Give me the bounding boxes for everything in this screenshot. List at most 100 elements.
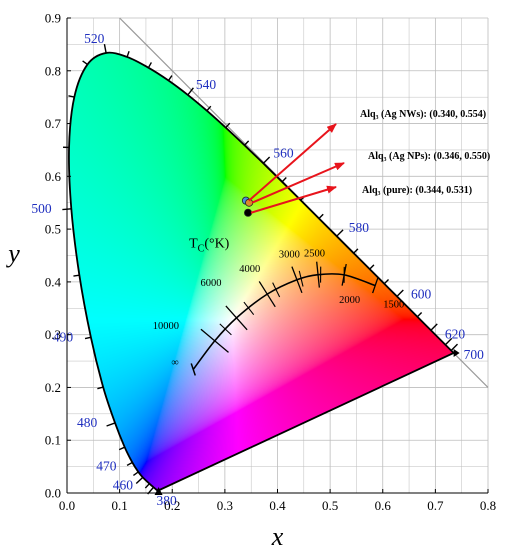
wavelength-labels: 380 460 470 480 490 500 520 540 560 580 600 620 700 [31, 31, 484, 508]
wavelength-tick [167, 75, 173, 81]
wavelength-tick [430, 323, 438, 331]
wavelength-label: 500 [31, 201, 52, 216]
y-axis-label: y [5, 239, 20, 268]
y-tick-label: 0.5 [45, 222, 61, 237]
planckian-title: TC(°K) [189, 237, 230, 255]
x-tick-label: 0.1 [112, 498, 128, 513]
cct-label: 10000 [153, 321, 179, 332]
y-tick-label: 0.4 [45, 274, 62, 289]
wavelength-tick [82, 60, 88, 66]
y-tick-label: 0.2 [45, 380, 61, 395]
data-point [244, 208, 253, 217]
wavelength-tick [383, 279, 390, 285]
y-tick-label: 0.9 [45, 11, 61, 26]
wavelength-tick [126, 461, 133, 467]
wavelength-tick [353, 248, 359, 254]
isotherm-line [291, 266, 303, 294]
x-tick-label: 0.0 [59, 498, 75, 513]
annotations: Alq₃ (Ag NWs): (0.340, 0.554) Alq₃ (Ag NP… [248, 109, 490, 214]
cct-label: 6000 [201, 278, 222, 289]
x-tick-label: 0.3 [217, 498, 233, 513]
annotation-arrow [248, 123, 337, 202]
y-tick-label: 0.1 [45, 433, 61, 448]
wavelength-tick [73, 274, 80, 277]
wavelength-ticks [62, 43, 459, 495]
wavelength-label: 620 [445, 326, 466, 341]
x-tick-label: 0.2 [164, 498, 180, 513]
isotherm-minor [272, 282, 281, 298]
wavelength-label: 470 [96, 458, 117, 473]
planckian-locus: 1500 2000 2500 3000 4000 6000 10000 ∞ TC(°K) [153, 237, 404, 376]
wavelength-tick [187, 87, 194, 96]
isotherm-minor [243, 301, 255, 316]
wavelength-tick [262, 156, 271, 164]
wavelength-label: 480 [77, 415, 98, 430]
cct-label: 3000 [279, 250, 300, 261]
y-tick-label: 0.8 [45, 63, 61, 78]
isotherm-minor [219, 323, 232, 336]
wavelength-tick [225, 122, 231, 129]
locus-end-marker-700 [453, 348, 460, 357]
wavelength-tick [144, 483, 150, 489]
y-tick-label: 0.7 [45, 116, 62, 131]
isotherm-line [258, 281, 276, 308]
wavelength-tick [243, 140, 250, 146]
wavelength-tick [68, 95, 75, 98]
x-tick-label: 0.8 [480, 498, 496, 513]
wavelength-tick [126, 51, 130, 58]
wavelength-label: 380 [156, 493, 177, 508]
infinity-cap [190, 363, 196, 376]
axes: 0.0 0.1 0.2 0.3 0.4 0.5 0.6 0.7 0.8 0.0 0.1 0.2 0.3 0… [5, 11, 496, 550]
wavelength-tick [336, 229, 344, 237]
wavelength-label: 520 [84, 31, 105, 46]
wavelength-label: 580 [349, 220, 370, 235]
wavelength-tick [103, 43, 107, 54]
wavelength-label: 560 [273, 145, 294, 160]
wavelength-tick [281, 177, 287, 183]
wavelength-tick [147, 62, 152, 69]
wavelength-label: 540 [196, 77, 217, 92]
isotherm-line [372, 277, 379, 294]
wavelength-tick [118, 446, 125, 451]
wavelength-label: 700 [464, 347, 485, 362]
cct-label: ∞ [171, 357, 179, 368]
x-axis-label: x [271, 522, 284, 550]
annotation-label: Alq₃ (Ag NWs): (0.340, 0.554) [360, 109, 486, 120]
cct-label: 4000 [239, 264, 260, 275]
wavelength-tick [133, 471, 139, 476]
isotherm-line [316, 261, 320, 288]
x-tick-label: 0.6 [375, 498, 392, 513]
wavelength-tick [396, 289, 404, 297]
wavelength-tick [84, 336, 92, 340]
wavelength-tick [444, 337, 453, 346]
wavelength-tick [135, 476, 144, 485]
y-tick-label: 0.3 [45, 327, 61, 342]
annotation-arrow [251, 162, 345, 204]
annotation-label: Alq₃ (pure): (0.344, 0.531) [362, 185, 472, 196]
annotation-label: Alq₃ (Ag NPs): (0.346, 0.550) [368, 151, 490, 162]
tc-symbol: T [189, 237, 198, 252]
annotation-arrow [250, 185, 337, 214]
x-tick-label: 0.4 [269, 498, 286, 513]
wavelength-tick [450, 343, 459, 351]
x-tick-label: 0.7 [427, 498, 444, 513]
planckian-curve [192, 272, 376, 370]
wavelength-tick [206, 105, 212, 112]
cct-label: 2000 [339, 295, 360, 306]
y-tick-label: 0.0 [45, 486, 61, 501]
cct-label: 1500 [383, 300, 404, 311]
y-tick-label: 0.6 [45, 169, 62, 184]
wavelength-tick [369, 264, 375, 270]
cct-label: 2500 [304, 249, 325, 260]
x-tick-label: 0.5 [322, 498, 338, 513]
wavelength-tick [106, 422, 116, 427]
isotherm-line [200, 328, 229, 353]
wavelength-tick [416, 311, 423, 318]
wavelength-label: 490 [53, 329, 74, 344]
wavelength-tick [97, 386, 104, 390]
isotherm-minor [298, 270, 304, 287]
wavelength-tick [318, 213, 324, 219]
wavelength-label: 600 [411, 286, 432, 301]
wavelength-label: 460 [113, 477, 134, 492]
tc-subscript: C [198, 244, 205, 255]
